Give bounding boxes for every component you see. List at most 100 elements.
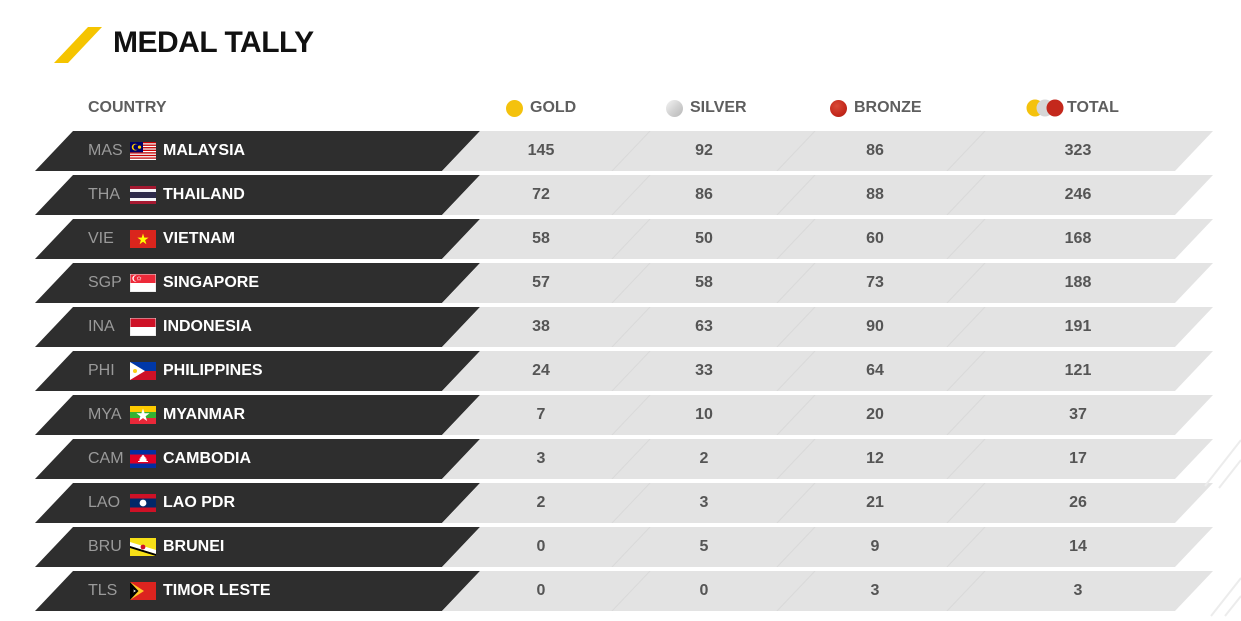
total-count: 3 <box>1073 582 1083 599</box>
gold-count: 2 <box>536 494 546 511</box>
page-title: MEDAL TALLY <box>113 26 314 59</box>
bronze-count: 20 <box>866 406 884 423</box>
country-code: INA <box>88 318 115 335</box>
column-header-gold-label: GOLD <box>530 99 577 116</box>
column-header-silver: SILVER <box>666 96 747 120</box>
bronze-count: 90 <box>866 318 884 335</box>
total-count: 17 <box>1069 450 1087 467</box>
country-name: SINGAPORE <box>163 274 260 291</box>
gold-count: 38 <box>532 318 550 335</box>
country-name: THAILAND <box>163 186 245 203</box>
silver-count: 5 <box>699 538 709 555</box>
silver-count: 86 <box>695 186 713 203</box>
decorative-stripes <box>1204 439 1241 617</box>
country-name: PHILIPPINES <box>163 362 263 379</box>
bronze-count: 60 <box>866 230 884 247</box>
silver-count: 63 <box>695 318 713 335</box>
total-count: 14 <box>1069 538 1087 555</box>
total-count: 26 <box>1069 494 1087 511</box>
bronze-count: 21 <box>866 494 884 511</box>
bronze-count: 9 <box>870 538 880 555</box>
table-row: THA THAILAND 72 86 88 246 <box>0 175 1241 215</box>
page-header: MEDAL TALLY <box>0 0 1241 80</box>
country-code: BRU <box>88 538 122 555</box>
vietnam-flag-icon <box>130 230 156 248</box>
singapore-flag-icon <box>130 274 156 292</box>
column-header-country: COUNTRY <box>88 96 167 120</box>
country-code: LAO <box>88 494 121 511</box>
indonesia-flag-icon <box>130 318 156 336</box>
silver-count: 58 <box>695 274 713 291</box>
malaysia-flag-icon <box>130 142 156 161</box>
total-count: 246 <box>1064 186 1092 203</box>
gold-count: 145 <box>527 142 555 159</box>
silver-count: 0 <box>699 582 709 599</box>
gold-count: 0 <box>536 582 546 599</box>
bronze-count: 86 <box>866 142 884 159</box>
silver-count: 10 <box>695 406 713 423</box>
silver-count: 33 <box>695 362 713 379</box>
table-row: SGP SINGAPORE 57 58 73 188 <box>0 263 1241 303</box>
table-row: BRU BRUNEI 0 5 9 14 <box>0 527 1241 567</box>
total-count: 188 <box>1064 274 1092 291</box>
gold-count: 24 <box>532 362 550 379</box>
country-code: MAS <box>88 142 123 159</box>
column-header-total: TOTAL <box>1026 96 1119 120</box>
country-code: MYA <box>88 406 122 423</box>
table-row: TLS TIMOR LESTE 0 0 3 3 <box>0 571 1241 611</box>
table-row: PHI PHILIPPINES 24 33 64 121 <box>0 351 1241 391</box>
bronze-count: 3 <box>870 582 880 599</box>
table-row: LAO LAO PDR 2 3 21 26 <box>0 483 1241 523</box>
bronze-count: 12 <box>866 450 884 467</box>
country-code: VIE <box>88 230 114 247</box>
table-row: VIE VIETNAM 58 50 60 168 <box>0 219 1241 259</box>
brunei-flag-icon <box>130 538 156 556</box>
column-header-bronze: BRONZE <box>830 96 922 120</box>
laos-flag-icon <box>130 494 156 512</box>
column-header-total-label: TOTAL <box>1067 99 1119 116</box>
country-name: INDONESIA <box>163 318 252 335</box>
silver-count: 50 <box>695 230 713 247</box>
bronze-count: 73 <box>866 274 884 291</box>
timor-leste-flag-icon <box>130 582 156 600</box>
country-name: VIETNAM <box>163 230 235 247</box>
silver-count: 3 <box>699 494 709 511</box>
country-code: SGP <box>88 274 122 291</box>
column-header-silver-label: SILVER <box>690 99 747 116</box>
column-header-gold: GOLD <box>506 96 576 120</box>
country-code: CAM <box>88 450 124 467</box>
country-name: MYANMAR <box>163 406 246 423</box>
thailand-flag-icon <box>130 186 156 204</box>
total-count: 323 <box>1064 142 1092 159</box>
country-name: TIMOR LESTE <box>163 582 271 599</box>
silver-medal-icon <box>666 99 683 117</box>
table-row: CAM CAMBODIA 3 2 12 17 <box>0 439 1241 479</box>
column-header-bronze-label: BRONZE <box>854 99 922 116</box>
gold-count: 7 <box>536 406 546 423</box>
gold-count: 58 <box>532 230 550 247</box>
myanmar-flag-icon <box>130 406 156 424</box>
philippines-flag-icon <box>130 362 156 380</box>
column-header-country-label: COUNTRY <box>88 99 167 116</box>
gold-count: 3 <box>536 450 546 467</box>
table-row: MAS MALAYSIA 145 92 86 323 <box>0 131 1241 171</box>
country-name: CAMBODIA <box>163 450 251 467</box>
gold-count: 57 <box>532 274 550 291</box>
total-count: 121 <box>1064 362 1092 379</box>
yellow-slash-icon <box>54 27 102 63</box>
cambodia-flag-icon <box>130 450 156 468</box>
country-name: LAO PDR <box>163 494 235 511</box>
silver-count: 92 <box>695 142 713 159</box>
country-name: BRUNEI <box>163 538 225 555</box>
gold-count: 0 <box>536 538 546 555</box>
country-name: MALAYSIA <box>163 142 246 159</box>
silver-count: 2 <box>699 450 709 467</box>
all-medals-icon <box>1026 99 1072 117</box>
gold-medal-icon <box>506 99 523 117</box>
total-count: 191 <box>1064 318 1092 335</box>
bronze-count: 64 <box>866 362 884 379</box>
table-row: MYA MYANMAR 7 10 20 37 <box>0 395 1241 435</box>
bronze-medal-icon <box>830 99 847 117</box>
country-code: THA <box>88 186 120 203</box>
gold-count: 72 <box>532 186 550 203</box>
